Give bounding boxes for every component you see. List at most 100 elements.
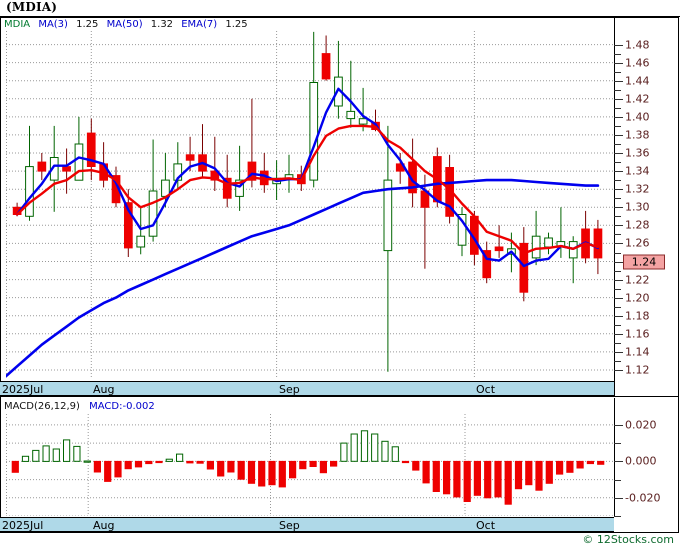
y-tick-label: 1.46	[625, 56, 650, 70]
title-bar: (MDIA)	[0, 0, 680, 17]
y-tick-label: 1.32	[625, 182, 650, 196]
macd-value: MACD:-0.002	[89, 401, 155, 412]
y-tick	[614, 225, 623, 227]
credit-label: © 12Stocks.com	[582, 533, 674, 546]
candlestick-svg	[6, 31, 614, 379]
y-tick	[614, 297, 623, 299]
macd-y-tick-label: -0.020	[625, 491, 661, 505]
y-tick-label: 1.14	[625, 345, 650, 359]
macd-params: MACD(26,12,9)	[4, 401, 80, 412]
page-title: (MDIA)	[6, 0, 58, 14]
y-tick	[614, 207, 623, 209]
macd-y-tick-minor	[614, 443, 621, 445]
y-tick-minor	[614, 342, 621, 344]
y-tick	[614, 153, 623, 154]
y-tick-minor	[614, 53, 621, 55]
macd-y-tick-label: 0.000	[625, 454, 657, 468]
macd-legend: MACD(26,12,9) MACD:-0.002	[4, 401, 161, 413]
legend-ma50-label: MA(50)	[106, 19, 143, 30]
y-tick-minor	[614, 252, 621, 254]
price-y-axis: 1.48 1.46 1.44 1.42 1.40 1.38 1.36 1.34 1.32 1.30…	[614, 18, 679, 396]
y-axis-line	[614, 18, 615, 396]
macd-histogram-plot	[6, 414, 614, 517]
y-tick-label: 1.18	[625, 309, 650, 323]
macd-y-tick	[614, 461, 623, 463]
y-tick-minor	[614, 324, 621, 326]
candlestick-plot	[6, 31, 614, 379]
y-tick	[614, 370, 623, 371]
y-tick	[614, 351, 623, 353]
current-price-badge: 1.24	[623, 254, 665, 269]
legend-ema7-value: 1.25	[225, 19, 248, 30]
y-tick-minor	[614, 234, 621, 236]
y-tick-minor	[614, 125, 621, 127]
y-tick-minor	[614, 71, 621, 73]
y-tick-label: 1.22	[625, 273, 650, 287]
y-tick-label: 1.36	[625, 146, 650, 160]
y-tick-minor	[614, 306, 621, 308]
macd-svg	[6, 414, 614, 517]
y-tick	[614, 261, 623, 263]
y-tick-minor	[614, 144, 621, 145]
y-tick	[614, 116, 623, 118]
y-tick	[614, 80, 623, 82]
legend-ma50-value: 1.32	[150, 19, 174, 30]
macd-y-axis-line	[614, 398, 615, 517]
y-tick-minor	[614, 360, 621, 362]
y-tick-minor	[614, 198, 621, 200]
date-tick-label: 2025Jul	[2, 519, 44, 532]
y-tick	[614, 98, 623, 100]
y-tick	[614, 62, 623, 64]
legend-ma3-label: MA(3)	[38, 19, 68, 30]
y-tick-label: 1.48	[625, 38, 650, 52]
legend-symbol: MDIA	[4, 19, 31, 30]
y-tick	[614, 333, 623, 335]
price-date-axis: 2025Jul Aug Sep Oct	[0, 381, 614, 396]
y-tick	[614, 171, 623, 173]
y-tick-label: 1.30	[625, 200, 650, 214]
y-tick	[614, 243, 623, 245]
date-tick-label: Sep	[279, 383, 300, 396]
legend-ma3-value: 1.25	[76, 19, 99, 30]
date-tick-label: 2025Jul	[2, 383, 44, 396]
macd-panel	[0, 397, 679, 533]
date-tick-label: Oct	[476, 383, 496, 396]
y-tick	[614, 279, 623, 281]
y-tick-label: 1.26	[625, 236, 650, 250]
y-tick-label: 1.38	[625, 128, 650, 142]
macd-date-axis: 2025Jul Aug Sep Oct	[0, 517, 614, 532]
date-tick-label: Aug	[93, 519, 115, 532]
title-divider	[0, 16, 680, 17]
macd-y-tick	[614, 424, 623, 426]
y-tick-minor	[614, 216, 621, 218]
macd-y-tick-minor	[614, 516, 621, 517]
y-tick	[614, 315, 623, 317]
date-tick-label: Oct	[476, 519, 496, 532]
y-tick-label: 1.28	[625, 218, 650, 232]
date-tick-label: Sep	[279, 519, 300, 532]
y-tick	[614, 134, 623, 136]
macd-y-axis: 0.020 0.000 -0.020	[614, 398, 679, 517]
y-tick-minor	[614, 107, 621, 109]
y-tick-minor	[614, 288, 621, 290]
y-tick-minor	[614, 89, 621, 91]
macd-y-tick-minor	[614, 479, 621, 481]
macd-y-tick	[614, 497, 623, 499]
y-tick-minor	[614, 162, 621, 164]
date-tick-label: Aug	[93, 383, 115, 396]
y-tick-minor	[614, 180, 621, 182]
y-tick-label: 1.16	[625, 327, 650, 341]
y-tick-minor	[614, 270, 621, 272]
y-tick-label: 1.34	[625, 164, 650, 178]
y-tick-label: 1.42	[625, 92, 650, 106]
y-tick-label: 1.40	[625, 110, 650, 124]
y-tick	[614, 44, 623, 46]
price-legend: MDIA MA(3) 1.25 MA(50) 1.32 EMA(7) 1.25	[4, 19, 253, 31]
macd-y-tick-label: 0.020	[625, 418, 657, 432]
y-tick-label: 1.12	[625, 363, 650, 377]
y-tick-label: 1.44	[625, 74, 650, 88]
y-tick-label: 1.20	[625, 291, 650, 305]
footer: © 12Stocks.com	[0, 533, 680, 546]
y-tick	[614, 189, 623, 191]
